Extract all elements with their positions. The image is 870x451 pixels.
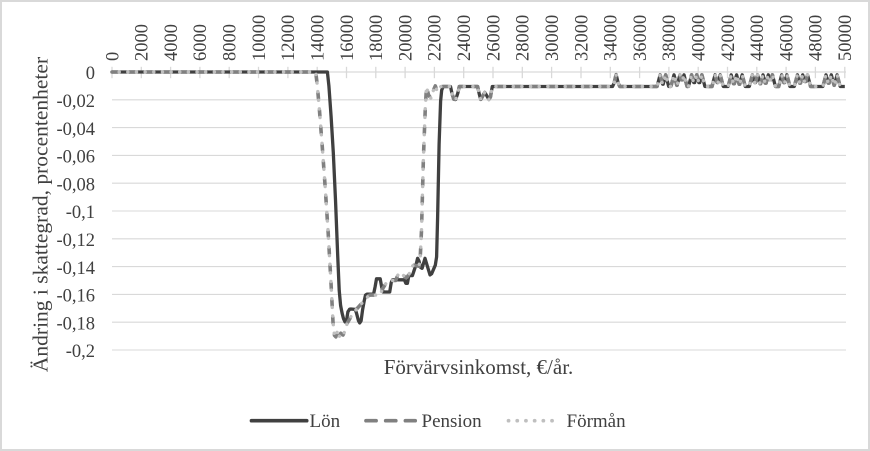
svg-text:-0,14: -0,14	[56, 259, 95, 279]
svg-text:32000: 32000	[572, 15, 592, 61]
svg-text:2000: 2000	[133, 24, 153, 61]
svg-text:50000: 50000	[836, 15, 856, 61]
svg-text:-0,08: -0,08	[56, 175, 95, 195]
svg-text:20000: 20000	[396, 15, 416, 61]
svg-text:24000: 24000	[455, 15, 475, 61]
svg-text:Ändring i skattegrad, procente: Ändring i skattegrad, procentenheter	[29, 57, 53, 372]
svg-text:26000: 26000	[484, 15, 504, 61]
svg-text:4000: 4000	[162, 24, 182, 61]
svg-text:-0,12: -0,12	[56, 231, 95, 251]
svg-text:10000: 10000	[250, 15, 270, 61]
svg-text:36000: 36000	[631, 15, 651, 61]
svg-text:46000: 46000	[777, 15, 797, 61]
svg-text:28000: 28000	[514, 15, 534, 61]
svg-text:12000: 12000	[279, 15, 299, 61]
svg-text:14000: 14000	[309, 15, 329, 61]
svg-text:-0,2: -0,2	[66, 342, 95, 362]
svg-text:0: 0	[86, 64, 95, 84]
svg-text:44000: 44000	[748, 15, 768, 61]
svg-text:40000: 40000	[690, 15, 710, 61]
svg-text:Förmån: Förmån	[567, 411, 627, 432]
svg-text:6000: 6000	[191, 24, 211, 61]
svg-text:-0,18: -0,18	[56, 314, 95, 334]
svg-text:30000: 30000	[543, 15, 563, 61]
svg-text:-0,06: -0,06	[56, 148, 95, 168]
svg-text:22000: 22000	[426, 15, 446, 61]
svg-text:34000: 34000	[602, 15, 622, 61]
svg-text:8000: 8000	[221, 24, 241, 61]
svg-text:48000: 48000	[807, 15, 827, 61]
svg-text:-0,16: -0,16	[56, 287, 95, 307]
svg-text:-0,04: -0,04	[56, 120, 95, 140]
svg-text:16000: 16000	[338, 15, 358, 61]
svg-text:38000: 38000	[660, 15, 680, 61]
svg-text:-0,1: -0,1	[66, 203, 95, 223]
svg-text:Förvärvsinkomst, €/år.: Förvärvsinkomst, €/år.	[384, 355, 574, 379]
svg-text:Lön: Lön	[310, 411, 341, 432]
svg-text:Pension: Pension	[422, 411, 483, 432]
svg-text:18000: 18000	[367, 15, 387, 61]
svg-text:42000: 42000	[719, 15, 739, 61]
svg-text:0: 0	[103, 52, 123, 61]
svg-text:-0,02: -0,02	[56, 92, 95, 112]
